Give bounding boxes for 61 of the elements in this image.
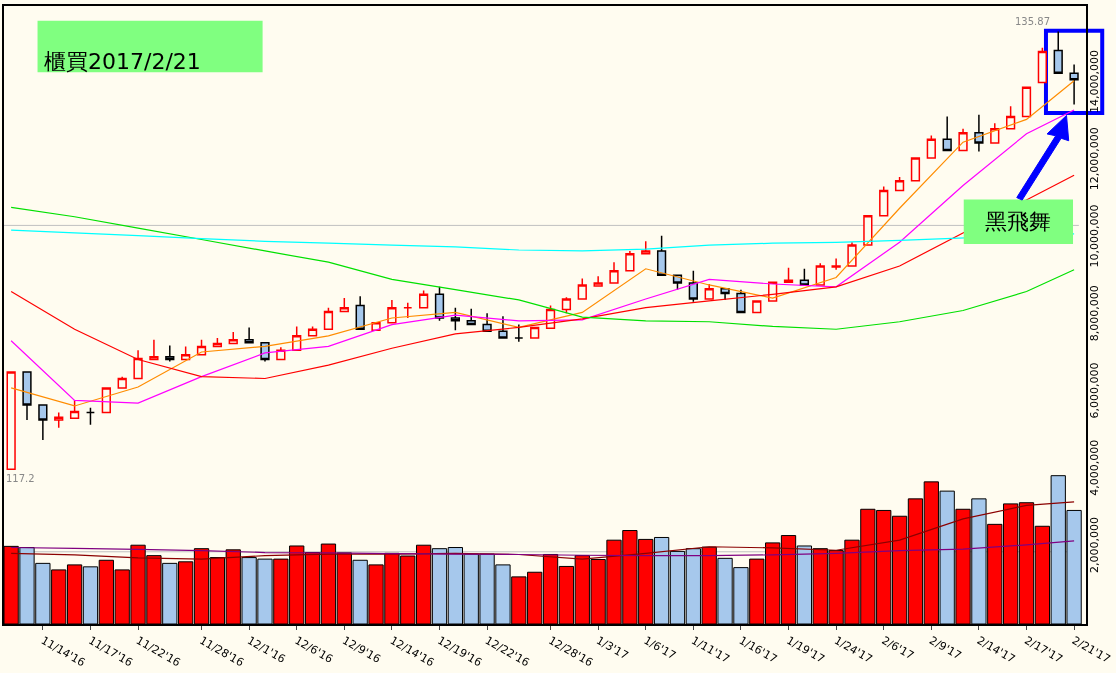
line-series [10,540,1075,557]
candlestick [22,371,32,421]
candlestick [165,344,175,363]
candlestick [6,371,16,471]
candlestick [577,277,587,300]
candlestick [910,156,921,182]
candlestick [1006,105,1016,130]
candlestick [831,257,841,271]
candlestick [482,312,492,332]
candlestick [1021,86,1032,118]
candlestick [228,331,238,345]
candlestick [894,176,905,192]
annotation: 117.2 [6,473,35,484]
y-tick-label: 10,000,000 [1088,204,1101,268]
y-tick-label: 2,000,000 [1088,517,1101,574]
candlestick [704,283,714,300]
candlestick [323,306,334,331]
candlestick [561,296,572,315]
candlestick [926,134,936,159]
line-series [10,501,1075,560]
candlestick [530,326,540,339]
candlestick [498,315,508,339]
y-tick-label: 6,000,000 [1088,362,1101,419]
candlestick [1053,30,1063,74]
text: 櫃買2017/2/21 [44,49,201,74]
annotation: 135.87 [1015,16,1050,27]
candlestick [1037,46,1048,84]
candlestick [688,269,698,303]
candlestick [307,325,318,337]
candlestick [69,399,80,419]
y-tick-label: 4,000,000 [1088,439,1101,496]
candlestick [720,287,730,301]
candlestick [54,411,64,429]
y-tick-label: 14,000,000 [1088,50,1101,114]
candlestick [958,128,968,152]
candlestick [879,185,889,217]
candlestick [942,115,952,152]
candlestick [387,299,397,324]
candlestick [38,404,48,441]
candlestick [609,261,619,284]
annotation: 黑飛舞 [985,209,1051,234]
candlestick [419,289,429,309]
candlestick [450,306,460,331]
candlestick [403,302,413,319]
candlestick [466,307,476,326]
y-tick-label: 8,000,000 [1088,285,1101,342]
candlestick [1069,63,1079,106]
candlestick [117,375,127,389]
candlestick [149,339,159,361]
candlestick [752,300,762,314]
candlestick [656,234,667,277]
candlestick [339,297,349,313]
candlestick [990,122,1000,144]
candlestick [593,275,603,287]
candlestick [736,288,746,314]
candlestick [847,241,857,267]
candlestick [244,326,254,344]
y-tick-label: 12,000,000 [1088,127,1101,191]
candlestick [625,250,635,272]
candlestick [85,407,96,426]
candlestick [355,295,365,331]
